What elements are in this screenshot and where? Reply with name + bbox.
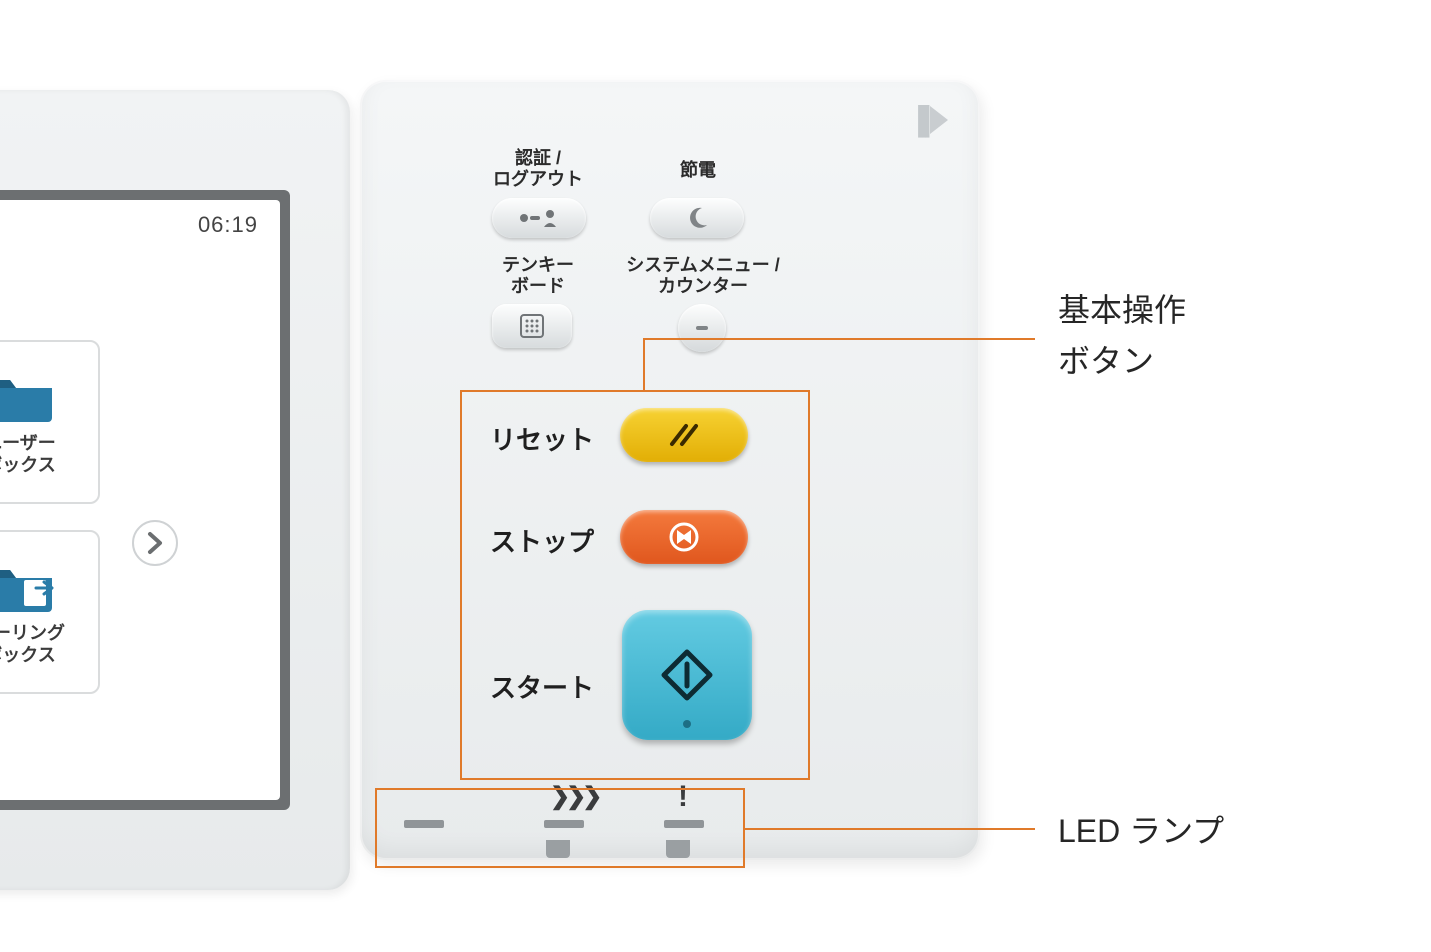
auth-icon xyxy=(514,207,564,229)
reset-button[interactable] xyxy=(620,408,748,462)
callout-basic-ops: 基本操作 ボタン xyxy=(1058,285,1186,387)
folder-icon xyxy=(0,368,56,422)
foot xyxy=(666,840,690,858)
touchscreen[interactable]: 06:19 ユーザー ボックス ポーリング ボックス xyxy=(0,200,280,800)
eco-label: 節電 xyxy=(658,160,738,181)
dot-icon xyxy=(694,324,710,332)
energy-saver-button[interactable] xyxy=(650,198,744,238)
keypad-icon xyxy=(519,313,545,339)
reset-label: リセット xyxy=(490,420,594,457)
led-lamp-2 xyxy=(544,820,584,828)
start-led-icon xyxy=(683,720,691,728)
diagram-root: 06:19 ユーザー ボックス ポーリング ボックス xyxy=(0,0,1431,952)
control-panel: ||| 認証 / ログアウト 節電 テンキー ボード xyxy=(360,80,980,860)
tenkey-label: テンキー ボード xyxy=(488,255,588,296)
start-button[interactable] xyxy=(622,610,752,740)
stop-circle-icon xyxy=(667,520,701,554)
chevron-right-icon xyxy=(146,531,164,555)
clock-readout: 06:19 xyxy=(198,212,258,238)
auth-logout-button[interactable] xyxy=(492,198,586,238)
tenkey-button[interactable] xyxy=(492,304,572,348)
folder-export-icon xyxy=(0,558,56,612)
tile-user-box[interactable]: ユーザー ボックス xyxy=(0,340,100,504)
tile-label: ポーリング ボックス xyxy=(0,622,65,667)
tile-polling-box[interactable]: ポーリング ボックス xyxy=(0,530,100,694)
processing-icon: ❯❯❯ xyxy=(550,782,598,811)
stop-button[interactable] xyxy=(620,510,748,564)
start-label: スタート xyxy=(490,668,594,705)
led-lamp-1 xyxy=(404,820,444,828)
led-lamp-3 xyxy=(664,820,704,828)
auth-label: 認証 / ログアウト xyxy=(478,148,598,189)
sysmenu-label: システムメニュー / カウンター xyxy=(618,255,788,296)
diamond-icon xyxy=(660,648,714,702)
tile-label: ユーザー ボックス xyxy=(0,432,56,477)
system-menu-button[interactable] xyxy=(678,304,726,352)
attention-icon: ! xyxy=(678,780,688,814)
moon-icon xyxy=(684,205,710,231)
next-page-button[interactable] xyxy=(132,520,178,566)
stop-label: ストップ xyxy=(490,522,594,559)
double-slash-icon xyxy=(662,420,706,450)
foot xyxy=(546,840,570,858)
slide-indicator-icon: ||| xyxy=(915,100,948,139)
callout-led-lamp: LED ランプ xyxy=(1058,806,1224,857)
